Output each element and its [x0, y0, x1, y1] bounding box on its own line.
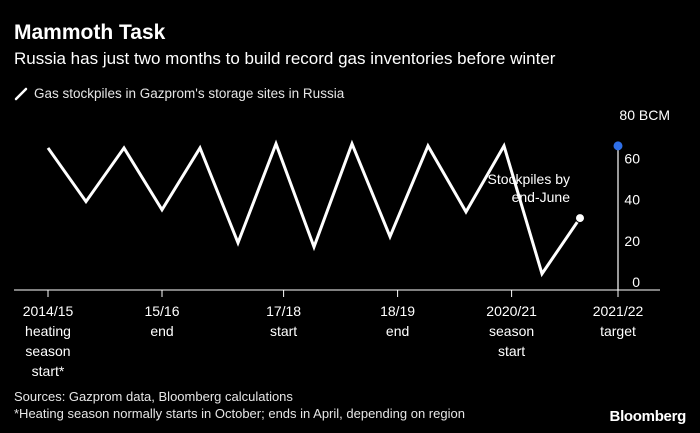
x-tick-label-5-1: target	[600, 323, 636, 339]
x-tick-label-4-1: season	[489, 323, 534, 339]
sources-note: Sources: Gazprom data, Bloomberg calcula…	[14, 389, 293, 404]
x-tick-label-4-0: 2020/21	[486, 303, 537, 319]
y-tick-label-1: 60	[624, 150, 640, 166]
x-tick-label-4-2: start	[498, 343, 525, 359]
annotation-line-0: Stockpiles by	[488, 171, 570, 187]
legend-line-icon	[14, 87, 28, 101]
x-tick-label-5-0: 2021/22	[593, 303, 644, 319]
latest-point-marker	[575, 213, 585, 224]
y-tick-label-2: 40	[624, 192, 640, 208]
y-tick-label-3: 20	[624, 233, 640, 249]
x-tick-label-0-0: 2014/15	[23, 303, 74, 319]
x-tick-label-1-0: 15/16	[144, 303, 179, 319]
series-line	[46, 139, 582, 278]
annotation-line-1: end-June	[512, 189, 571, 205]
x-tick-label-0-2: season	[25, 343, 70, 359]
chart-subtitle: Russia has just two months to build reco…	[14, 49, 556, 68]
legend-label: Gas stockpiles in Gazprom's storage site…	[34, 86, 345, 102]
x-tick-label-0-3: start*	[32, 363, 65, 379]
footnote: *Heating season normally starts in Octob…	[14, 406, 465, 421]
x-tick-label-2-1: start	[270, 323, 297, 339]
y-tick-label-4: 0	[632, 274, 640, 290]
target-point-marker	[613, 141, 623, 151]
x-tick-label-0-1: heating	[25, 323, 71, 339]
x-tick-label-2-0: 17/18	[266, 303, 301, 319]
y-tick-label-0: 80 BCM	[619, 107, 670, 123]
x-tick-label-3-1: end	[386, 323, 409, 339]
bloomberg-logo: Bloomberg	[609, 408, 687, 425]
x-tick-label-3-0: 18/19	[380, 303, 415, 319]
x-tick-label-1-1: end	[150, 323, 173, 339]
chart-title: Mammoth Task	[14, 21, 166, 44]
legend: Gas stockpiles in Gazprom's storage site…	[14, 87, 344, 101]
